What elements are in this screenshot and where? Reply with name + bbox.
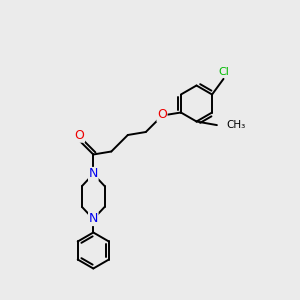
Text: O: O [75, 129, 84, 142]
Text: CH₃: CH₃ [226, 120, 245, 130]
Text: Cl: Cl [218, 67, 229, 77]
Text: O: O [157, 108, 167, 122]
Text: N: N [88, 167, 98, 181]
Text: N: N [88, 212, 98, 226]
